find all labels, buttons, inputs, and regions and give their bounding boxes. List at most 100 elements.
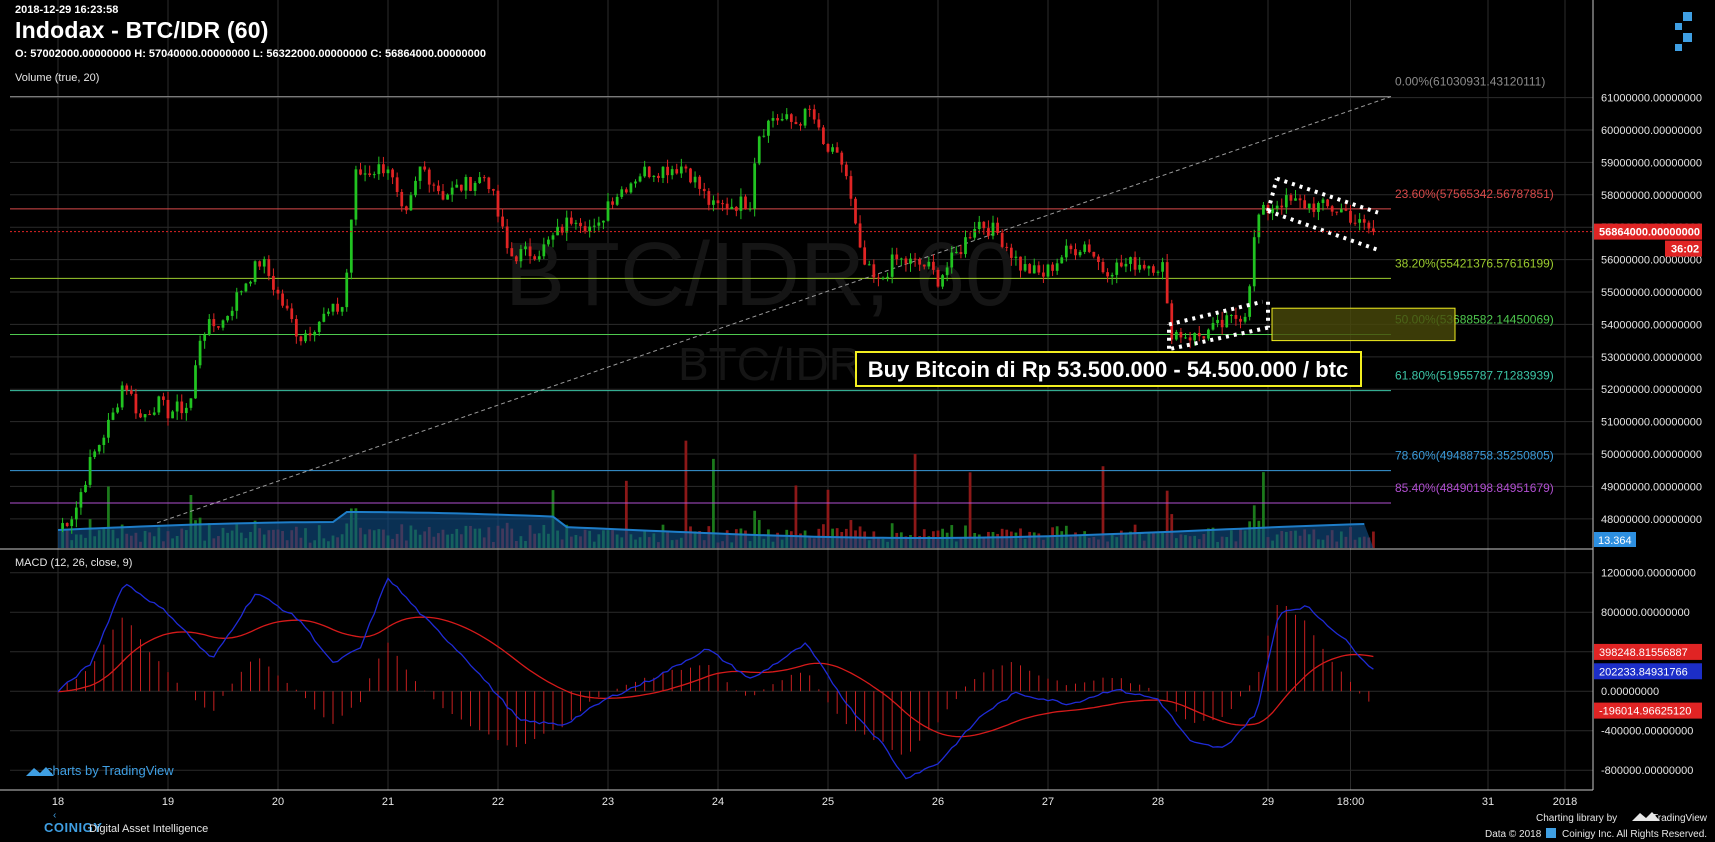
candle-body xyxy=(290,308,294,320)
candle-body xyxy=(249,281,252,284)
candle-body xyxy=(88,457,92,485)
current-price-tag xyxy=(1594,223,1702,240)
candle-body xyxy=(1165,262,1169,304)
candle-body xyxy=(776,118,779,121)
candle-body xyxy=(1009,247,1013,258)
volume-legend[interactable]: Volume (true, 20) xyxy=(15,72,100,84)
candle-body xyxy=(1312,203,1316,212)
candle-body xyxy=(1014,256,1018,258)
candle-body xyxy=(226,315,229,321)
y-tick-label: 49000000.00000000 xyxy=(1601,481,1702,493)
y-tick-label: 50000000.00000000 xyxy=(1601,449,1702,461)
candle-body xyxy=(65,523,69,527)
candle-body xyxy=(973,229,977,238)
candle-body xyxy=(1000,232,1004,247)
candle-body xyxy=(120,385,124,408)
volume-bar xyxy=(1165,490,1169,548)
candle-body xyxy=(872,264,876,278)
x-tick-label: 25 xyxy=(822,796,834,808)
candle-body xyxy=(707,191,711,205)
candle-body xyxy=(1037,265,1041,273)
candle-body xyxy=(886,276,889,278)
candle-body xyxy=(629,183,633,193)
candle-body xyxy=(93,451,97,458)
candle-body xyxy=(1294,198,1297,201)
macd-legend[interactable]: MACD (12, 26, close, 9) xyxy=(15,557,133,569)
candle-body xyxy=(1069,245,1073,250)
candle-body xyxy=(175,401,179,412)
candle-body xyxy=(812,109,816,120)
candle-body xyxy=(1326,199,1329,207)
candle-body xyxy=(349,219,353,273)
candle-body xyxy=(363,173,367,175)
ohlc-readout: O: 57002000.00000000 H: 57040000.0000000… xyxy=(15,48,486,60)
candle-body xyxy=(1170,303,1174,340)
logo-square xyxy=(1675,23,1682,30)
candle-body xyxy=(1005,246,1009,248)
candle-body xyxy=(826,144,830,152)
macd-line xyxy=(57,577,1374,780)
countdown-tag xyxy=(1665,240,1702,257)
y-tick-label: 56000000.00000000 xyxy=(1601,255,1702,267)
rising-channel-lower xyxy=(1170,325,1269,351)
candle-body xyxy=(285,305,289,309)
tradingview-credit[interactable]: charts by TradingView xyxy=(46,763,174,778)
candle-body xyxy=(414,180,417,196)
candle-body xyxy=(716,200,720,204)
axes: 18 19 20 21 22 23 24 25 26 27 28 29 18:00 31 2018 61000… xyxy=(0,0,1702,808)
candle-body xyxy=(1248,286,1252,317)
candle-body xyxy=(918,258,922,265)
candle-body xyxy=(1225,315,1229,328)
candle-body xyxy=(560,226,564,233)
candle-body xyxy=(194,365,197,399)
candle-body xyxy=(739,196,743,211)
candle-body xyxy=(922,264,926,267)
candle-body xyxy=(725,203,729,210)
candle-body xyxy=(959,252,963,255)
candle-body xyxy=(1152,266,1155,273)
candle-body xyxy=(675,169,679,174)
candle-body xyxy=(478,177,482,183)
volume-ma-area xyxy=(58,512,1374,548)
fib-trend-line xyxy=(156,96,1392,524)
candle-body xyxy=(501,216,504,227)
candle-body xyxy=(849,176,853,199)
candle-body xyxy=(679,166,683,174)
candle-body xyxy=(1207,329,1210,339)
candle-body xyxy=(116,407,119,413)
candle-body xyxy=(1161,262,1164,272)
candle-body xyxy=(556,226,559,236)
candle-body xyxy=(666,166,669,176)
fib-level-label: 61.80%(51955787.71283939) xyxy=(1395,369,1554,383)
candle-body xyxy=(877,277,880,279)
y-tick-label: 51000000.00000000 xyxy=(1601,417,1702,429)
candle-body xyxy=(1129,257,1132,264)
candle-body xyxy=(230,310,234,316)
candle-body xyxy=(322,313,326,322)
candle-body xyxy=(207,319,211,335)
candle-body xyxy=(597,222,601,226)
candle-body xyxy=(1019,256,1022,271)
candle-body xyxy=(991,222,995,236)
x-tick-label: 28 xyxy=(1152,796,1164,808)
macd-y-tick-label: -800000.00000000 xyxy=(1601,765,1693,777)
x-tick-label: 20 xyxy=(272,796,284,808)
logo-square xyxy=(1675,44,1682,51)
candle-body xyxy=(400,191,404,207)
falling-channel-lower xyxy=(1267,209,1379,252)
candle-body xyxy=(473,182,477,191)
candle-body xyxy=(899,258,903,260)
candle-body xyxy=(1179,331,1183,338)
chart-drawings[interactable]: Buy Bitcoin di Rp 53.500.000 - 54.500.00… xyxy=(855,176,1456,387)
candle-body xyxy=(1234,314,1238,319)
annotation-text: Buy Bitcoin di Rp 53.500.000 - 54.500.00… xyxy=(868,357,1349,382)
volume-last-text: 13.364 xyxy=(1598,535,1632,547)
x-tick-label: 21 xyxy=(382,796,394,808)
candle-body xyxy=(482,177,486,179)
candle-body xyxy=(780,119,784,121)
candle-body xyxy=(803,108,807,126)
candle-body xyxy=(1202,336,1206,339)
candle-body xyxy=(858,223,862,248)
candle-body xyxy=(404,206,408,211)
